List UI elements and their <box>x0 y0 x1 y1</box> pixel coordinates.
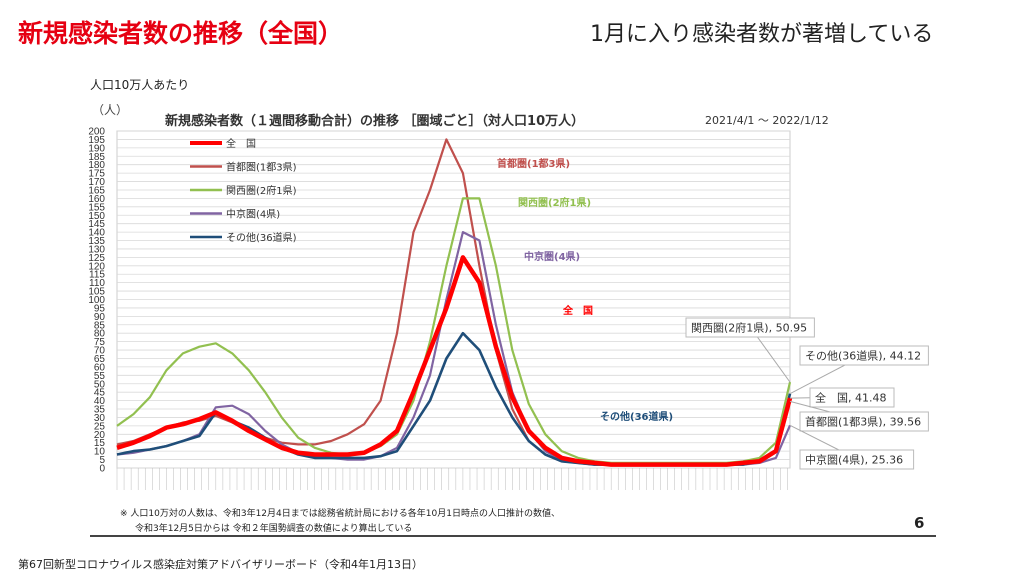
y-tick-label: 25 <box>94 421 106 432</box>
chart-period: 2021/4/1 ～ 2022/1/12 <box>705 114 829 127</box>
legend-label: 中京圏(4県) <box>226 208 280 221</box>
y-tick-label: 185 <box>88 152 105 163</box>
y-tick-label: 90 <box>94 312 106 323</box>
slide-headline: 1月に入り感染者数が著増している <box>590 22 934 47</box>
series-line <box>116 255 793 467</box>
chart-title: 新規感染者数（１週間移動合計）の推移 ［圏域ごと］（対人口10万人） <box>165 114 585 129</box>
y-tick-label: 80 <box>94 329 106 340</box>
callout-box <box>799 411 929 432</box>
y-tick-label: 165 <box>88 185 105 196</box>
callout-label: 首都圏(1都3県), 39.56 <box>805 415 921 429</box>
y-tick-label: 0 <box>99 464 105 475</box>
inline-series-label: 関西圏(2府1県) <box>518 196 591 209</box>
callout-box <box>685 317 815 338</box>
y-tick-label: 85 <box>94 320 106 331</box>
per-population-label: 人口10万人あたり <box>90 78 190 92</box>
y-tick-label: 145 <box>88 219 105 230</box>
footer-source: 第67回新型コロナウイルス感染症対策アドバイザリーボード（令和4年1月13日） <box>18 558 423 571</box>
y-tick-label: 115 <box>89 270 105 281</box>
callout-box <box>799 345 929 366</box>
y-tick-label: 60 <box>94 362 106 373</box>
callout-label: 関西圏(2府1県), 50.95 <box>691 321 807 335</box>
inline-series-label: 全 国 <box>562 304 593 317</box>
y-tick-label: 155 <box>88 202 105 213</box>
legend-label: 関西圏(2府1県) <box>226 184 297 197</box>
y-tick-label: 170 <box>88 177 105 188</box>
legend-label: 首都圏(1都3県) <box>226 161 297 174</box>
y-tick-label: 20 <box>94 430 106 441</box>
callout-box <box>809 387 895 408</box>
y-axis-unit: （人） <box>92 103 129 117</box>
y-tick-label: 135 <box>88 236 105 247</box>
y-tick-label: 160 <box>88 194 105 205</box>
y-tick-label: 105 <box>88 287 105 298</box>
callout-box <box>799 449 915 470</box>
y-tick-label: 190 <box>88 143 105 154</box>
footnote-line-2: 令和3年12月5日からは 令和２年国勢調査の数値により算出している <box>135 524 413 534</box>
y-tick-label: 75 <box>94 337 106 348</box>
page-number: 6 <box>914 514 925 532</box>
inline-series-label: 中京圏(4県) <box>524 250 580 263</box>
legend-label: 全 国 <box>226 137 256 150</box>
inline-series-label: その他(36道県) <box>600 410 673 423</box>
legend-label: その他(36道県) <box>226 231 297 244</box>
y-tick-label: 100 <box>88 295 105 306</box>
y-tick-label: 45 <box>94 388 106 399</box>
y-tick-label: 200 <box>88 127 105 138</box>
y-tick-label: 195 <box>88 135 105 146</box>
y-tick-label: 35 <box>94 405 106 416</box>
y-tick-label: 10 <box>94 447 106 458</box>
y-tick-label: 70 <box>94 346 106 357</box>
y-tick-label: 125 <box>88 253 105 264</box>
footnote-line-1: ※ 人口10万対の人数は、令和3年12月4日までは総務省統計局における各年10月… <box>120 509 560 519</box>
y-tick-label: 65 <box>94 354 106 365</box>
y-tick-label: 55 <box>94 371 106 382</box>
y-tick-label: 110 <box>89 278 105 289</box>
y-tick-label: 40 <box>94 396 106 407</box>
y-tick-label: 130 <box>88 244 105 255</box>
y-tick-label: 50 <box>94 379 106 390</box>
callout-label: 中京圏(4県), 25.36 <box>805 453 903 467</box>
y-tick-label: 175 <box>88 169 105 180</box>
footer-divider <box>90 535 936 537</box>
callout-label: 全 国, 41.48 <box>815 391 886 405</box>
y-tick-label: 95 <box>94 303 106 314</box>
y-tick-label: 30 <box>94 413 106 424</box>
y-tick-label: 140 <box>88 228 105 239</box>
y-tick-label: 150 <box>88 211 105 222</box>
y-tick-label: 15 <box>94 438 106 449</box>
callout-label: その他(36道県), 44.12 <box>805 349 921 363</box>
y-tick-label: 5 <box>99 455 105 466</box>
slide-title: 新規感染者数の推移（全国） <box>18 19 344 48</box>
inline-series-label: 首都圏(1都3県) <box>497 157 570 170</box>
y-tick-label: 180 <box>88 160 105 171</box>
y-tick-label: 120 <box>88 261 105 272</box>
